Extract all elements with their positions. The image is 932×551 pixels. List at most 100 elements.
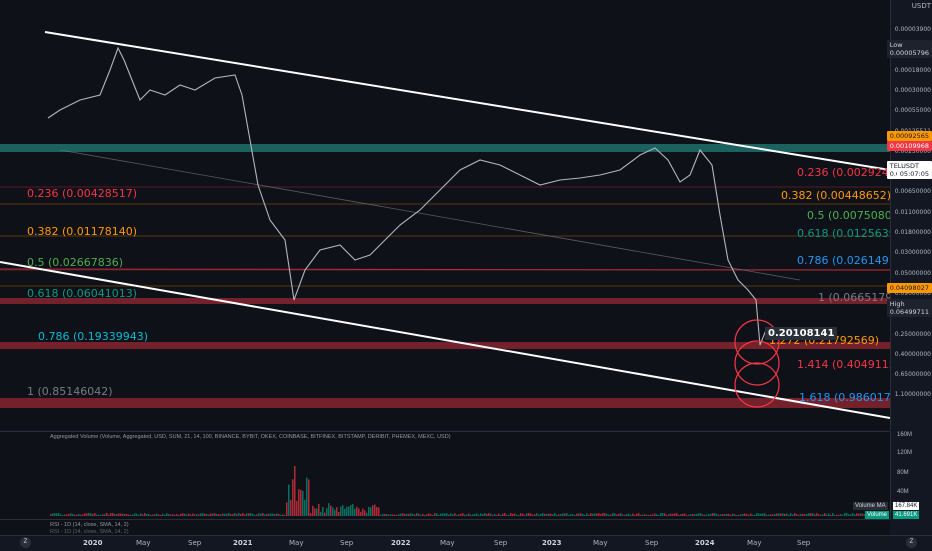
volume-bar [322,507,324,516]
volume-bar [574,515,576,516]
volume-bar [258,513,260,516]
price-tick: 0.40000000 [895,351,931,358]
volume-bar [484,513,486,516]
volume-bar [430,514,432,516]
volume-bar [556,515,558,516]
volume-bar [514,513,516,516]
fib-right-0382: 0.382 (0.00448652) [781,189,891,202]
volume-bar [724,514,726,516]
volume-bar [580,513,582,516]
volume-bar [738,515,740,516]
volume-bar [176,514,178,516]
volume-bar [664,513,666,516]
volume-bar [622,515,624,516]
volume-bar [610,515,612,516]
price-tick: 0.25000000 [895,331,931,338]
volume-bar [278,514,280,516]
volume-bar [170,515,172,516]
price-tick: 0.01100000 [895,209,931,216]
volume-bar [568,515,570,516]
volume-bar [666,515,668,516]
volume-bar [628,514,630,516]
volume-bar [244,515,246,516]
volume-bar [434,513,436,516]
vol-tick-40m: 40M [897,489,909,495]
volume-bar [168,514,170,516]
volume-bar [552,514,554,516]
volume-label: Volume [865,511,889,519]
volume-bar [240,514,242,516]
volume-bar [848,514,850,516]
volume-bar [312,506,314,516]
volume-bar [56,513,58,516]
volume-bar [792,514,794,516]
volume-bar [316,508,318,516]
volume-bar [546,514,548,516]
volume-bar [720,514,722,516]
volume-bar [784,514,786,516]
volume-bar [860,513,862,516]
volume-bar [214,513,216,516]
volume-bar [390,514,392,516]
price-axis[interactable]: USDT 0.000039000.000110000.000180000.000… [890,0,932,430]
volume-pane[interactable]: Aggregated Volume (Volume, Aggregated, U… [0,431,890,520]
volume-bar [726,514,728,516]
volume-bar [454,513,456,516]
price-tick: 1.10000000 [895,391,931,398]
volume-bar [766,515,768,516]
volume-value: 41.691K [893,511,919,519]
volume-bar [248,513,250,516]
volume-bar [156,514,158,516]
time-axis[interactable]: Z Z 2020 May Sep 2021 May Sep 2022 May Sep 2023 Ma… [0,535,932,551]
price-badge: 0.04098027 [887,283,932,293]
volume-bar [856,513,858,516]
volume-bar [762,514,764,516]
volume-bar [348,506,350,516]
volume-bar [464,515,466,516]
volume-bar [618,514,620,516]
vol-tick-160m: 160M [897,432,912,438]
volume-bar [406,514,408,516]
volume-bar [120,514,122,516]
volume-bar [112,513,114,516]
volume-bar [850,514,852,516]
volume-bar [658,515,660,516]
volume-bar [630,515,632,516]
volume-bar [242,513,244,516]
volume-bar [836,515,838,516]
volume-bar [466,515,468,516]
volume-bar [508,515,510,516]
volume-bar [772,514,774,516]
volume-indicator-title[interactable]: Aggregated Volume (Volume, Aggregated, U… [50,434,451,440]
volume-bar [598,513,600,516]
volume-bar [64,515,66,516]
zoom-reset-right-button[interactable]: Z [906,537,917,548]
rsi-title-1[interactable]: RSI - 1D (14, close, SMA, 14, 2) [50,522,129,528]
chart-canvas[interactable] [0,0,890,430]
volume-bar [520,513,522,516]
volume-bar [178,515,180,516]
volume-bar [208,515,210,516]
price-tick: 0.00003900 [895,26,931,33]
price-chart[interactable]: 0.236 (0.00428517) 0.382 (0.01178140) 0.… [0,0,890,430]
volume-canvas [0,432,890,520]
fib-left-0382: 0.382 (0.01178140) [27,225,137,238]
volume-bar [420,515,422,516]
price-tick: 0.00650000 [895,188,931,195]
vol-tick-80m: 80M [897,470,909,476]
volume-bar [332,507,334,516]
volume-bar [638,513,640,516]
volume-bar [554,513,556,516]
volume-bar [184,514,186,516]
zoom-reset-left-button[interactable]: Z [20,537,31,548]
volume-bar [136,514,138,516]
volume-bar [660,513,662,516]
volume-bar [372,505,374,516]
volume-bar [470,515,472,516]
support-band [0,342,890,349]
volume-bar [486,514,488,516]
rsi-pane[interactable]: RSI - 1D (14, close, SMA, 14, 2) RSI - 1… [0,519,890,536]
volume-bar [146,514,148,516]
volume-bar [818,514,820,516]
volume-bar [382,514,384,516]
